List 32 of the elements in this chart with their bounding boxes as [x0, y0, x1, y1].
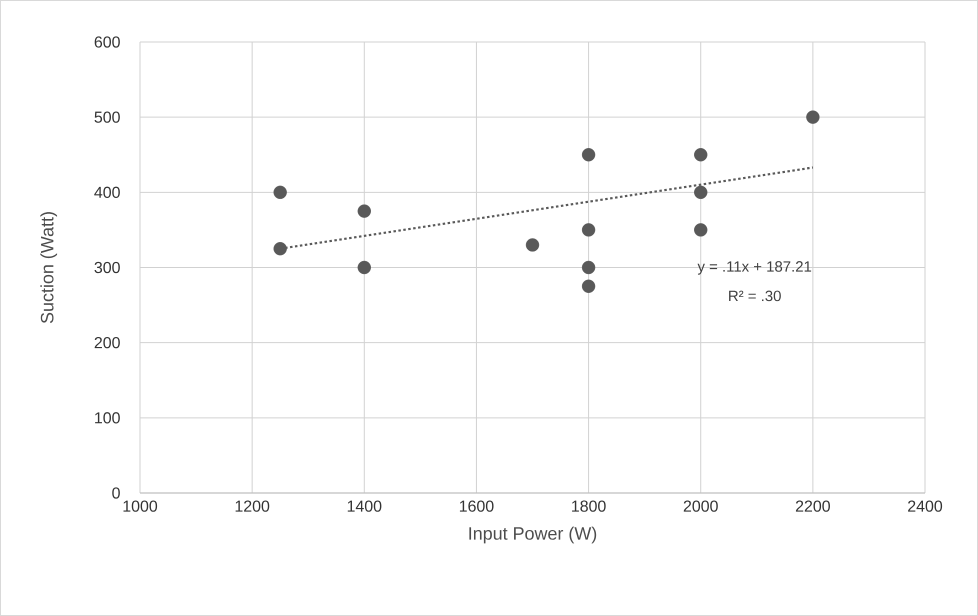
point — [694, 186, 708, 199]
y-tick-label: 600 — [94, 36, 120, 48]
point — [526, 238, 540, 252]
point — [582, 280, 596, 293]
y-axis-title: Suction (Watt) — [40, 212, 58, 324]
point — [694, 223, 708, 237]
x-tick-label: 1600 — [460, 500, 494, 512]
point — [274, 186, 287, 199]
point — [582, 260, 596, 274]
point — [582, 223, 596, 237]
point — [582, 148, 596, 162]
y-tick-label: 500 — [94, 112, 120, 123]
point — [806, 110, 820, 124]
point — [694, 148, 708, 162]
y-tick-label: 100 — [95, 412, 120, 424]
point — [358, 204, 371, 218]
y-tick-label: 300 — [94, 262, 120, 274]
x-tick-label: 1200 — [236, 500, 270, 512]
x-tick-label: 1800 — [572, 500, 606, 512]
y-tick-label: 200 — [94, 337, 120, 348]
x-tick-label: 1000 — [123, 500, 158, 512]
annotation: R² = .30 — [729, 290, 781, 302]
x-tick-label: 1400 — [348, 500, 382, 512]
x-axis-title: Input Power (W) — [469, 526, 596, 544]
point — [358, 260, 371, 274]
point — [274, 242, 287, 256]
y-tick-label: 400 — [94, 186, 120, 198]
x-tick-label: 2000 — [684, 500, 718, 512]
x-tick-label: 2200 — [796, 500, 830, 512]
x-tick-label: 2400 — [908, 500, 942, 512]
annotation: y = .11x + 187.21 — [698, 261, 812, 275]
y-tick-label: 0 — [112, 487, 120, 499]
